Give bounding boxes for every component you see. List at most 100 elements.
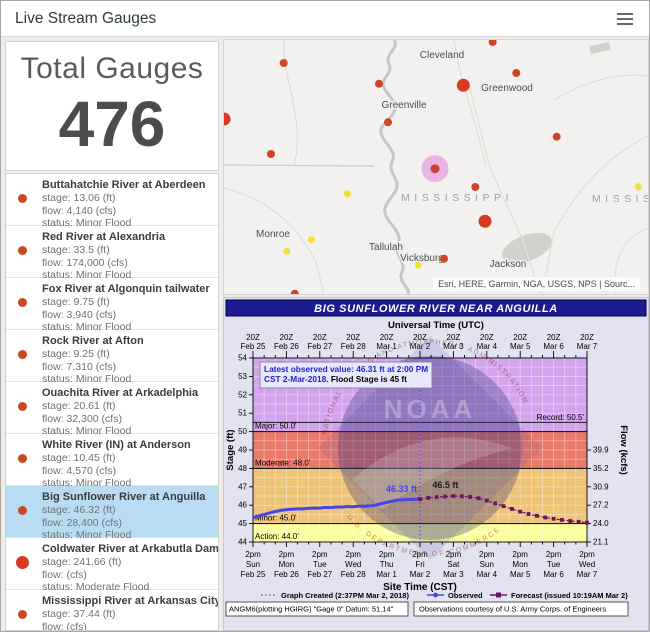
svg-text:Mar 7: Mar 7 bbox=[577, 570, 598, 579]
map-gauge-marker-minor bbox=[440, 254, 448, 263]
gauge-list-item[interactable]: Fox River at Algonquin tailwater stage: 9… bbox=[6, 278, 218, 333]
gauge-list-item[interactable]: White River (IN) at Anderson stage: 10.45… bbox=[6, 434, 218, 489]
gauge-status-dot bbox=[18, 454, 27, 463]
bottom-axis-title: Site Time (CST) bbox=[383, 582, 457, 593]
svg-text:2pm: 2pm bbox=[345, 550, 361, 559]
latest-observed-annotation: Latest observed value: 46.31 ft at 2:00 … bbox=[259, 361, 433, 389]
svg-text:Feb 25: Feb 25 bbox=[241, 342, 266, 351]
svg-text:Mar 6: Mar 6 bbox=[543, 570, 564, 579]
svg-text:Feb 25: Feb 25 bbox=[241, 570, 266, 579]
map-canvas[interactable]: MISSISSIPPI MISSISS Cleveland Greenwood Gree… bbox=[224, 40, 648, 294]
svg-text:45: 45 bbox=[238, 519, 247, 528]
svg-text:20Z: 20Z bbox=[580, 333, 594, 342]
gauge-name: White River (IN) at Anderson bbox=[42, 439, 191, 451]
observations-credit-text: Observations courtesy of U.S. Army Corps… bbox=[419, 605, 606, 614]
svg-text:20Z: 20Z bbox=[246, 333, 260, 342]
svg-text:Mar 7: Mar 7 bbox=[577, 342, 598, 351]
svg-text:2pm: 2pm bbox=[479, 550, 495, 559]
map-region-label: MISSISS bbox=[592, 193, 648, 205]
legend-observed: Observed bbox=[448, 591, 483, 600]
svg-text:46: 46 bbox=[238, 501, 247, 510]
map-region-label: MISSISSIPPI bbox=[401, 192, 513, 204]
svg-text:20Z: 20Z bbox=[313, 333, 327, 342]
noaa-watermark-text: NOAA bbox=[384, 394, 477, 424]
gauge-name: Mississippi River at Arkansas City bbox=[42, 595, 219, 607]
svg-text:Tue: Tue bbox=[547, 560, 561, 569]
right-axis-title: Flow (kcfs) bbox=[618, 425, 629, 475]
map-gauge-marker-minor bbox=[267, 150, 275, 158]
gauge-name: Rock River at Afton bbox=[42, 335, 144, 347]
gauge-status: status: Minor Flood bbox=[42, 269, 132, 281]
gauge-status-dot bbox=[16, 556, 29, 569]
hamburger-menu-icon[interactable] bbox=[615, 9, 635, 29]
gauge-list-item[interactable]: Coldwater River at Arkabutla Dam stage: 2… bbox=[6, 538, 218, 593]
gauge-stage: stage: 20.61 (ft) bbox=[42, 400, 116, 412]
svg-text:Mar 1: Mar 1 bbox=[376, 570, 397, 579]
svg-text:Mar 3: Mar 3 bbox=[443, 342, 464, 351]
svg-text:Tue: Tue bbox=[313, 560, 327, 569]
svg-text:Mar 6: Mar 6 bbox=[543, 342, 564, 351]
gauge-stage: stage: 37.44 (ft) bbox=[42, 608, 116, 620]
gauge-list-item[interactable]: Rock River at Afton stage: 9.25 (ft) flow:… bbox=[6, 330, 218, 385]
gage-datum-text: ANGM6(plotting HGIRG) "Gage 0" Datum: 51… bbox=[229, 605, 394, 614]
svg-text:52: 52 bbox=[238, 390, 247, 399]
gauge-name: Ouachita River at Arkadelphia bbox=[42, 387, 199, 399]
svg-text:CST 2-Mar-2018. Flood Stage is: CST 2-Mar-2018. Flood Stage is 45 ft bbox=[264, 374, 407, 384]
gauge-status-dot bbox=[18, 506, 27, 515]
map-panel[interactable]: MISSISSIPPI MISSISS Cleveland Greenwood Gree… bbox=[223, 39, 649, 295]
svg-text:20Z: 20Z bbox=[413, 333, 427, 342]
map-city-label: Cleveland bbox=[420, 50, 464, 61]
svg-text:Latest observed value: 46.31 f: Latest observed value: 46.31 ft at 2:00 … bbox=[264, 364, 428, 374]
gage-datum-box: ANGM6(plotting HGIRG) "Gage 0" Datum: 51… bbox=[225, 601, 409, 617]
svg-text:Mar 4: Mar 4 bbox=[477, 570, 498, 579]
svg-text:20Z: 20Z bbox=[280, 333, 294, 342]
gauge-stage: stage: 9.25 (ft) bbox=[42, 348, 110, 360]
observations-credit-box: Observations courtesy of U.S. Army Corps… bbox=[413, 601, 629, 617]
gauge-flow: flow: 4,140 (cfs) bbox=[42, 204, 117, 217]
map-gauge-marker-minor bbox=[279, 59, 288, 67]
gauge-name: Fox River at Algonquin tailwater bbox=[42, 283, 210, 295]
svg-text:Fri: Fri bbox=[415, 560, 425, 569]
svg-text:Mar 2: Mar 2 bbox=[410, 342, 431, 351]
map-gauge-marker-major bbox=[478, 214, 492, 228]
gauge-flow: flow: 4,570 (cfs) bbox=[42, 464, 117, 477]
gauge-status: status: Minor Flood bbox=[42, 321, 132, 333]
map-city-label: Tallulah bbox=[369, 242, 403, 253]
map-gauge-marker-yellow bbox=[343, 190, 351, 198]
svg-text:49: 49 bbox=[238, 446, 247, 455]
svg-text:53: 53 bbox=[238, 372, 247, 381]
gauge-status-dot bbox=[18, 350, 27, 359]
svg-text:2pm: 2pm bbox=[279, 550, 295, 559]
gauge-flow: flow: 32,300 (cfs) bbox=[42, 412, 122, 425]
map-gauge-marker-major bbox=[224, 112, 231, 126]
gauge-list-item[interactable]: Ouachita River at Arkadelphia stage: 20.6… bbox=[6, 382, 218, 437]
map-city-label: Greenville bbox=[381, 100, 426, 111]
svg-text:Wed: Wed bbox=[345, 560, 361, 569]
svg-text:20Z: 20Z bbox=[513, 333, 527, 342]
gauge-list-item[interactable]: Big Sunflower River at Anguilla stage: 46… bbox=[6, 486, 218, 541]
app-title: Live Stream Gauges bbox=[15, 9, 157, 27]
chart-title-bar bbox=[225, 299, 647, 317]
record-label: Record: 50.5' bbox=[537, 413, 585, 422]
map-gauge-marker-minor bbox=[375, 79, 383, 88]
svg-text:44: 44 bbox=[238, 538, 247, 547]
gauge-list-item[interactable]: Red River at Alexandria stage: 33.5 (ft) f… bbox=[6, 226, 218, 281]
svg-text:Feb 27: Feb 27 bbox=[307, 570, 332, 579]
gauge-status-dot bbox=[18, 246, 27, 255]
gauge-list-item[interactable]: Mississippi River at Arkansas City stage:… bbox=[6, 590, 219, 630]
svg-text:Mar 2: Mar 2 bbox=[410, 570, 431, 579]
svg-text:2pm: 2pm bbox=[512, 550, 528, 559]
map-gauge-marker-yellow bbox=[307, 236, 315, 244]
zone-label-major: Major: 50.0' bbox=[255, 422, 297, 431]
gauge-status: status: Moderate Flood bbox=[42, 581, 150, 593]
svg-text:24.0: 24.0 bbox=[593, 519, 609, 528]
gauge-flow: flow: 174,000 (cfs) bbox=[42, 256, 128, 269]
zone-label-moderate: Moderate: 48.0' bbox=[255, 458, 311, 467]
gauge-status: status: Minor Flood bbox=[42, 217, 132, 229]
svg-text:Mar 3: Mar 3 bbox=[443, 570, 464, 579]
zone-label-minor: Minor: 45.0' bbox=[255, 514, 297, 523]
map-gauge-marker-minor bbox=[552, 132, 561, 141]
observed-series bbox=[252, 497, 421, 520]
gauge-name: Buttahatchie River at Aberdeen bbox=[42, 179, 206, 191]
gauge-list-item[interactable]: Buttahatchie River at Aberdeen stage: 13.… bbox=[6, 174, 218, 229]
